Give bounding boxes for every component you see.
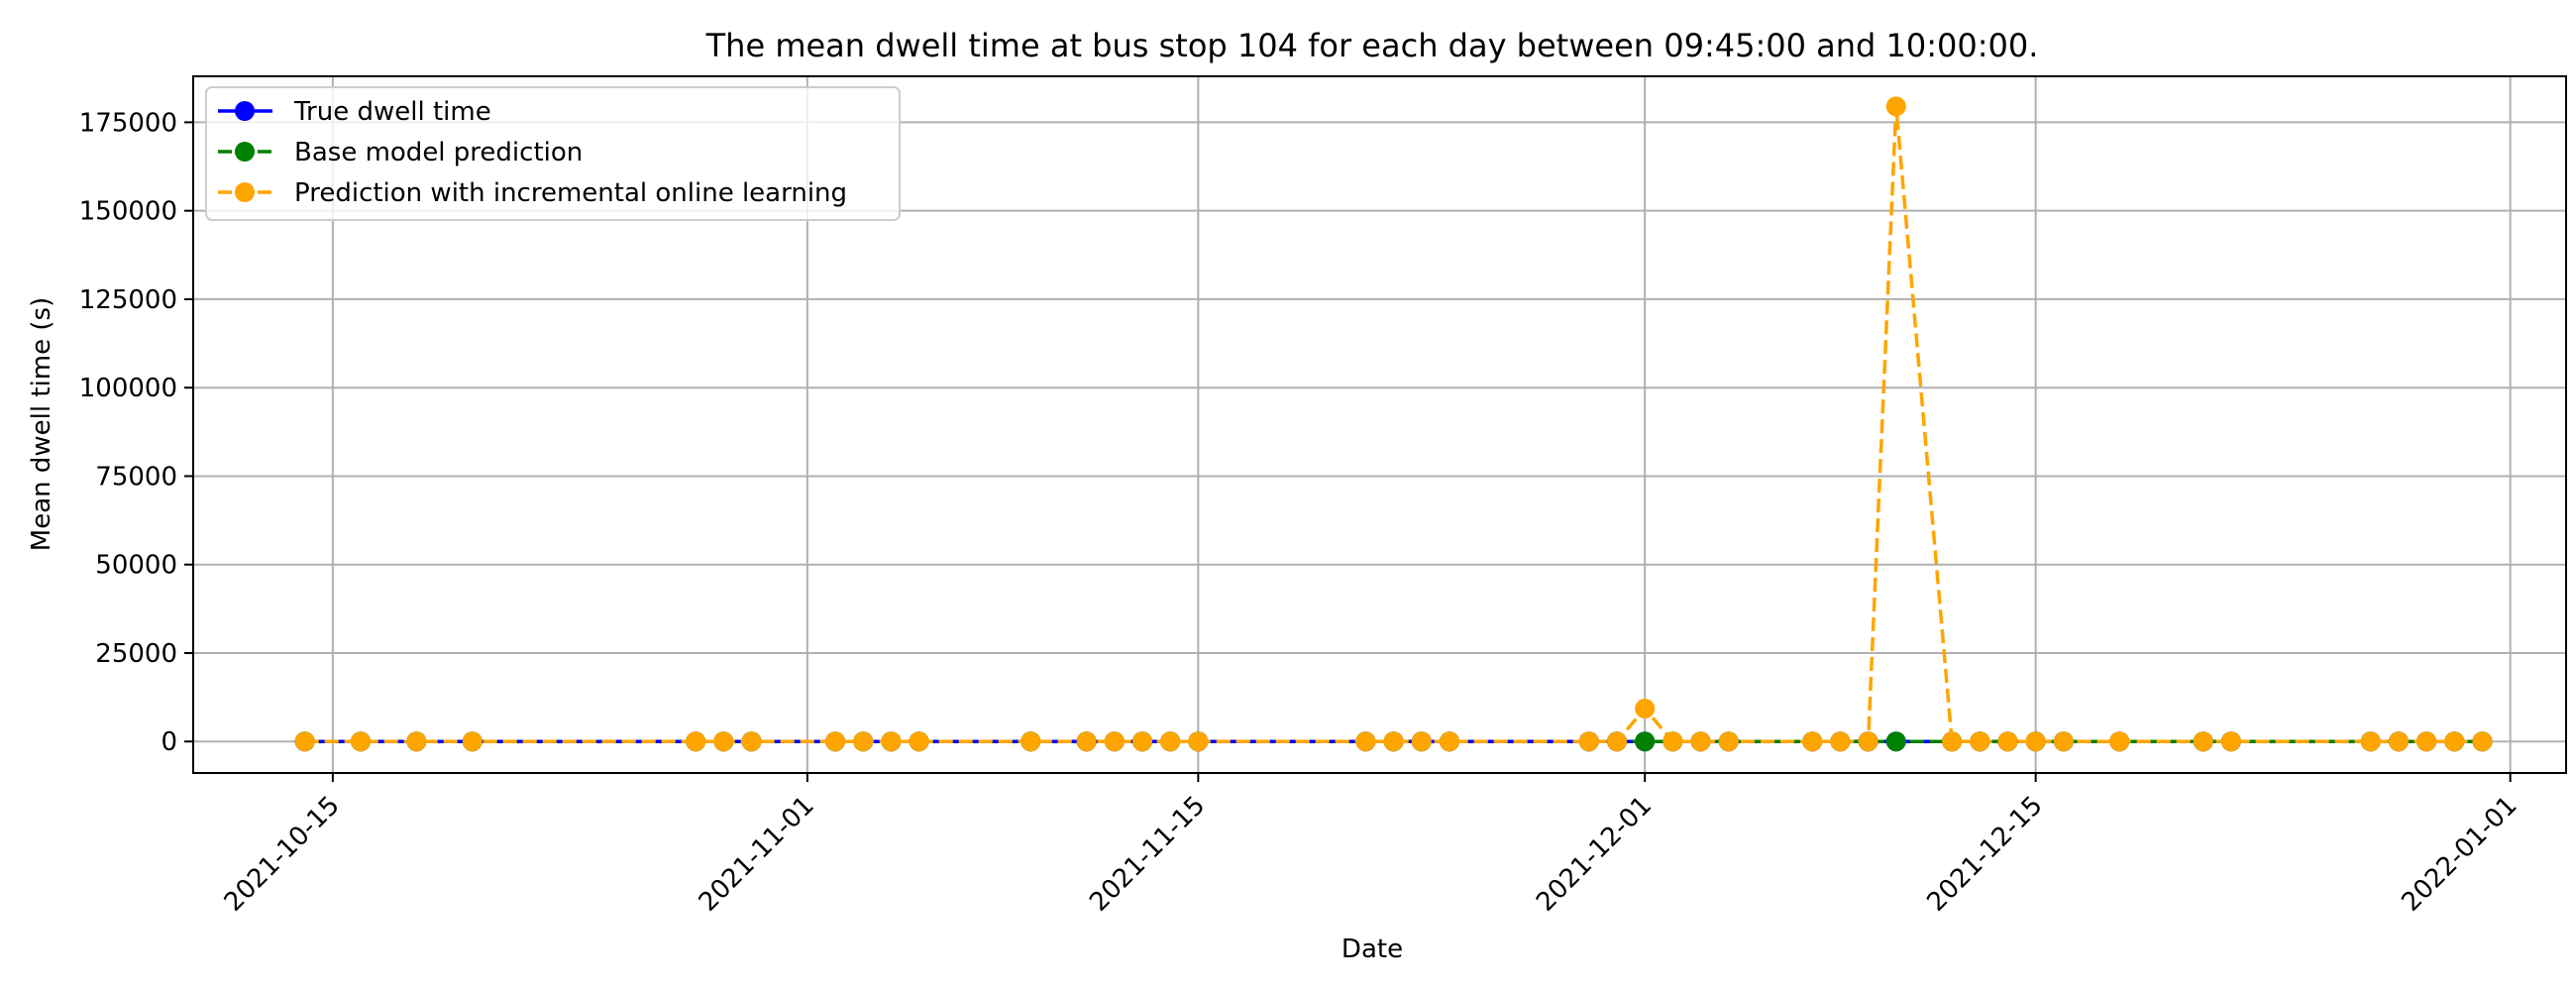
data-point-online-learning-prediction [1188, 731, 1209, 752]
legend-box [205, 86, 901, 221]
data-point-base-model-prediction [1635, 731, 1656, 752]
legend-marker-online-learning-prediction [235, 182, 255, 202]
data-point-online-learning-prediction [1020, 731, 1041, 752]
y-tick-label: 25000 [95, 639, 177, 669]
data-point-online-learning-prediction [686, 731, 706, 752]
data-point-online-learning-prediction [2444, 731, 2465, 752]
y-axis-title: Mean dwell time (s) [27, 297, 56, 551]
data-point-online-learning-prediction [2472, 731, 2493, 752]
data-point-online-learning-prediction [1160, 731, 1181, 752]
data-point-online-learning-prediction [2193, 731, 2213, 752]
y-tick-label: 75000 [95, 462, 177, 492]
data-point-online-learning-prediction [1607, 731, 1627, 752]
data-point-base-model-prediction [1885, 731, 1906, 752]
plot-frame [192, 75, 2567, 774]
data-point-online-learning-prediction [1830, 731, 1851, 752]
data-point-online-learning-prediction [741, 731, 762, 752]
data-point-online-learning-prediction [1383, 731, 1404, 752]
legend-marker-base-model-prediction [235, 142, 255, 162]
data-point-online-learning-prediction [713, 731, 734, 752]
chart-title: The mean dwell time at bus stop 104 for … [705, 27, 2039, 64]
data-point-online-learning-prediction [1885, 96, 1906, 117]
data-point-online-learning-prediction [1942, 731, 1963, 752]
series-online-learning-prediction [294, 96, 2493, 752]
data-point-online-learning-prediction [881, 731, 902, 752]
data-point-online-learning-prediction [1858, 731, 1878, 752]
data-point-online-learning-prediction [1970, 731, 1990, 752]
legend-label-true-dwell-time: True dwell time [293, 97, 491, 127]
data-point-online-learning-prediction [909, 731, 929, 752]
series-layer [294, 96, 2493, 752]
data-point-online-learning-prediction [825, 731, 846, 752]
legend-label-base-model-prediction: Base model prediction [294, 138, 583, 167]
x-axis-title: Date [1342, 935, 1403, 964]
data-point-online-learning-prediction [1663, 731, 1683, 752]
data-point-online-learning-prediction [2388, 731, 2409, 752]
data-point-online-learning-prediction [2360, 731, 2381, 752]
data-point-online-learning-prediction [853, 731, 874, 752]
data-point-online-learning-prediction [1355, 731, 1376, 752]
y-tick-label: 100000 [79, 374, 177, 403]
data-point-online-learning-prediction [1997, 731, 2018, 752]
data-point-online-learning-prediction [1802, 731, 1823, 752]
y-tick-label: 0 [161, 727, 177, 757]
y-tick-label: 125000 [79, 285, 177, 315]
legend-marker-true-dwell-time [235, 101, 255, 121]
data-point-online-learning-prediction [294, 731, 315, 752]
legend-label-online-learning-prediction: Prediction with incremental online learn… [294, 178, 847, 208]
data-point-online-learning-prediction [1411, 731, 1432, 752]
data-point-online-learning-prediction [1076, 731, 1097, 752]
data-point-online-learning-prediction [1578, 731, 1599, 752]
data-point-online-learning-prediction [2220, 731, 2241, 752]
data-point-online-learning-prediction [2053, 731, 2074, 752]
y-tick-label: 175000 [79, 108, 177, 138]
data-point-online-learning-prediction [1132, 731, 1152, 752]
data-point-online-learning-prediction [1439, 731, 1459, 752]
data-point-online-learning-prediction [1635, 699, 1656, 719]
data-point-online-learning-prediction [462, 731, 483, 752]
data-point-online-learning-prediction [1718, 731, 1739, 752]
data-point-online-learning-prediction [351, 731, 372, 752]
data-point-online-learning-prediction [406, 731, 427, 752]
data-point-online-learning-prediction [2025, 731, 2046, 752]
data-point-online-learning-prediction [1104, 731, 1125, 752]
data-point-online-learning-prediction [2416, 731, 2437, 752]
legend: True dwell time Base model prediction Pred… [205, 86, 901, 221]
y-axis: 0 25000 50000 75000 100000 125000 150000 175000 [79, 108, 193, 757]
y-tick-label: 150000 [79, 197, 177, 227]
data-point-online-learning-prediction [2109, 731, 2130, 752]
data-point-online-learning-prediction [1690, 731, 1711, 752]
y-tick-label: 50000 [95, 551, 177, 581]
